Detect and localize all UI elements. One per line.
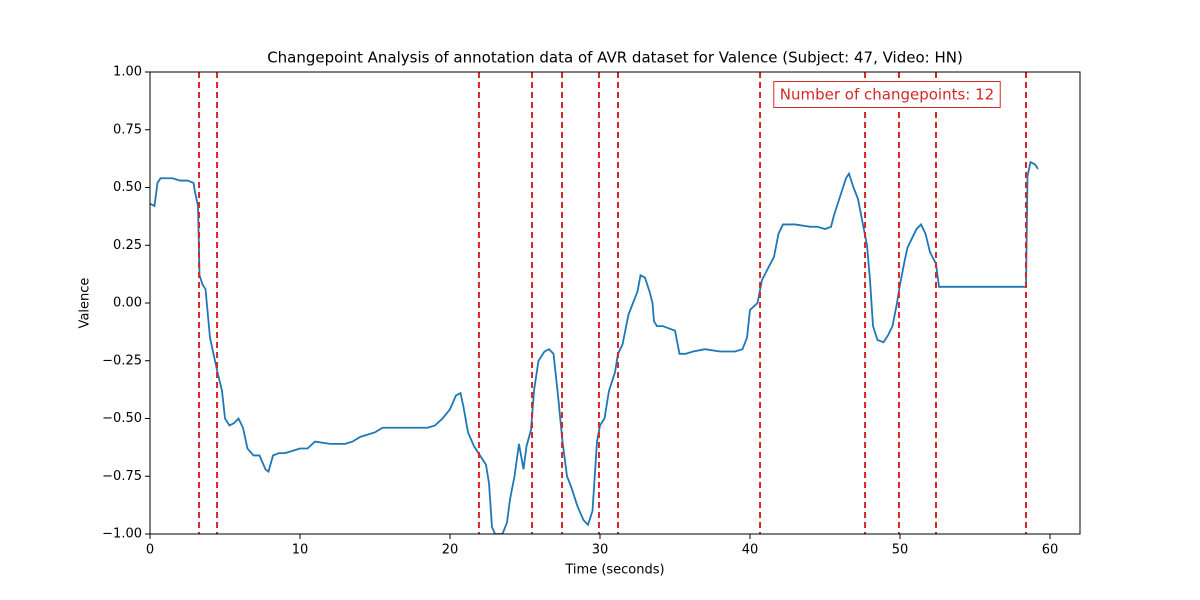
y-tick-label: 0.75 — [113, 122, 142, 137]
y-tick-label: 0.50 — [113, 180, 142, 195]
x-tick-label: 10 — [292, 543, 309, 558]
x-tick-label: 0 — [146, 543, 154, 558]
chart-title: Changepoint Analysis of annotation data … — [267, 49, 963, 67]
x-tick-label: 30 — [592, 543, 609, 558]
x-tick-label: 20 — [442, 543, 459, 558]
annotation-box — [773, 81, 1001, 108]
x-axis-label: Time (seconds) — [564, 563, 664, 578]
annotation: Number of changepoints: 12 — [780, 86, 994, 104]
y-tick-label: −0.50 — [102, 411, 142, 426]
plot-frame — [149, 71, 1081, 535]
y-axis-label: Valence — [78, 278, 93, 329]
y-tick-label: −1.00 — [102, 527, 142, 542]
x-tick-label: 40 — [742, 543, 759, 558]
y-tick-label: 0.25 — [113, 238, 142, 253]
y-tick-label: 1.00 — [113, 65, 142, 80]
y-tick-label: 0.00 — [113, 296, 142, 311]
y-tick-label: −0.75 — [102, 469, 142, 484]
x-tick-label: 50 — [892, 543, 909, 558]
x-tick-label: 60 — [1042, 543, 1059, 558]
data-line — [150, 160, 1039, 534]
y-tick-label: −0.25 — [102, 353, 142, 368]
